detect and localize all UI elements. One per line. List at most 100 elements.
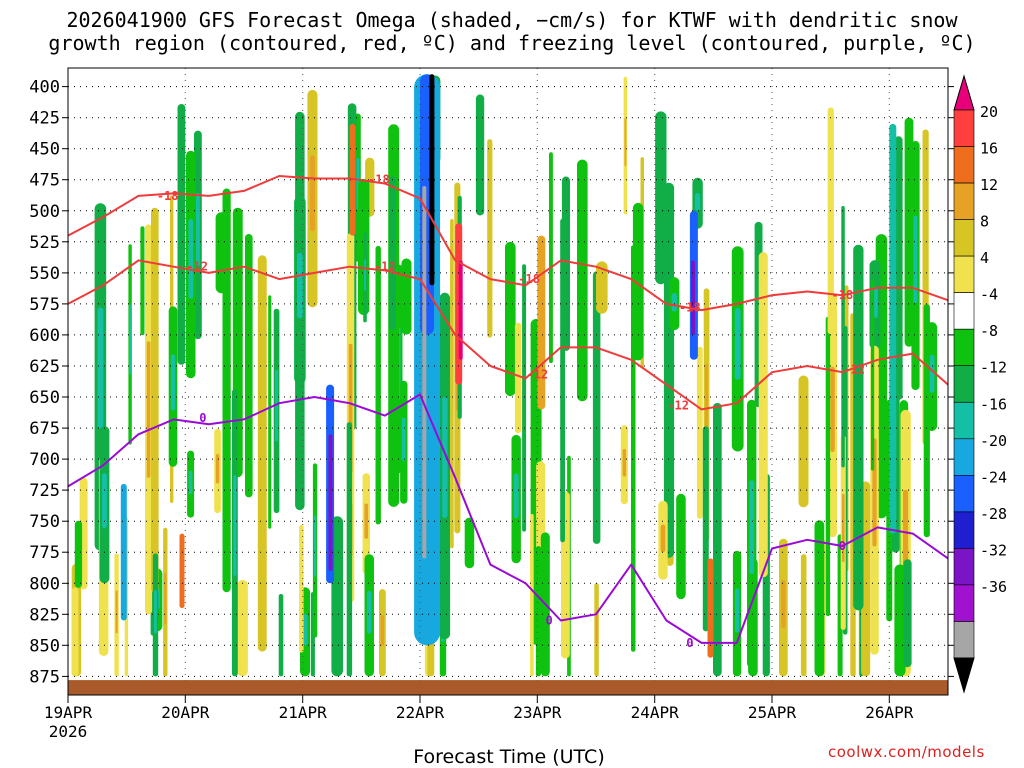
x-tick-label: 22APR (396, 703, 445, 722)
omega-cell (522, 264, 527, 532)
x-tick-label: 24APR (631, 703, 680, 722)
omega-core (660, 524, 666, 553)
colorbar-label: 12 (980, 176, 998, 194)
omega-core (154, 590, 157, 634)
omega-cell (450, 219, 454, 549)
omega-cell (904, 117, 914, 347)
contour-label: -18 (157, 189, 179, 203)
omega-cell (596, 261, 608, 314)
omega-feature (120, 483, 127, 621)
contour--12 (67, 259, 949, 411)
colorbar-segment (953, 584, 975, 622)
omega-cell (713, 402, 722, 677)
omega-core (366, 590, 372, 634)
omega-cell (655, 111, 667, 285)
colorbar-label: 20 (980, 103, 998, 121)
x-tick-label: 19APR (44, 703, 93, 722)
colorbar-label: -24 (980, 468, 1007, 486)
contour-0 (67, 393, 949, 644)
omega-core (401, 417, 406, 461)
omega-cell (676, 493, 686, 600)
credit-text: coolwx.com/models (828, 743, 985, 761)
colorbar-label: 4 (980, 249, 989, 267)
omega-cell (561, 176, 570, 351)
omega-cell (632, 202, 644, 361)
y-tick-label: 575 (29, 295, 60, 315)
omega-cell (870, 280, 875, 471)
omega-core (513, 473, 519, 519)
omega-cell (71, 587, 79, 677)
y-tick-label: 750 (29, 512, 60, 532)
contour-label: 0 (686, 636, 693, 650)
omega-core (233, 475, 237, 576)
chart-title-line-1: 2026041900 GFS Forecast Omega (shaded, −… (66, 8, 958, 32)
colorbar-label: -36 (980, 578, 1007, 596)
omega-cell (140, 226, 145, 336)
omega-core (695, 193, 701, 211)
omega-cell (475, 94, 485, 216)
omega-cell (299, 524, 304, 653)
omega-core (781, 580, 786, 629)
omega-cell (592, 271, 601, 544)
omega-core (97, 307, 104, 429)
y-tick-label: 500 (29, 202, 60, 222)
y-tick-label: 825 (29, 605, 60, 625)
colorbar-segment (953, 255, 975, 293)
omega-cell (375, 245, 381, 525)
omega-cell (237, 580, 248, 677)
x-year-label: 2026 (49, 722, 88, 741)
terrain-band (68, 680, 948, 695)
omega-core (364, 259, 366, 291)
omega-cell (758, 252, 768, 578)
y-tick-label: 650 (29, 388, 60, 408)
omega-core (297, 252, 303, 319)
contour-labels: -18 -18 -18 -18 -18 -12 -12 -12 -12 -12 0 0 0 0 (157, 173, 865, 650)
x-tick-label: 23APR (513, 703, 562, 722)
omega-cell (800, 554, 807, 677)
omega-feature (179, 533, 185, 609)
omega-cell (514, 322, 522, 434)
colorbar-label: 8 (980, 213, 989, 231)
omega-core (188, 219, 194, 299)
omega-core (734, 307, 741, 380)
colorbar-label: -28 (980, 505, 1007, 523)
colorbar-label: -16 (980, 395, 1007, 413)
colorbar-label: -32 (980, 541, 1007, 559)
omega-cell (464, 517, 475, 569)
omega-cell (257, 255, 267, 652)
omega-core (146, 341, 151, 478)
contour-label: -12 (374, 260, 396, 274)
y-tick-label: 600 (29, 326, 60, 346)
omega-cell (487, 139, 493, 338)
colorbar: 20 16 12 8 4 -4 -8 -12 -16 -20 -24 -28 -32 -36 (953, 74, 1007, 694)
omega-feature (691, 260, 695, 335)
omega-core (215, 454, 220, 484)
contour-label: -18 (518, 272, 540, 286)
omega-cell (894, 564, 906, 677)
contour-label: 0 (839, 539, 846, 553)
omega-core (929, 354, 935, 393)
plot-frame (67, 67, 949, 696)
omega-cell (401, 258, 412, 335)
omega-core (170, 354, 176, 411)
omega-feature (422, 186, 427, 559)
omega-cell (702, 426, 709, 632)
omega-cell (346, 422, 353, 677)
colorbar-segment (953, 438, 975, 476)
contour-label: -12 (186, 260, 208, 274)
omega-core (624, 118, 627, 167)
omega-cell (814, 520, 825, 677)
colorbar-segment (953, 511, 975, 549)
chart-title-line-2: growth region (contoured, red, ºC) and f… (48, 31, 976, 55)
omega-cell (278, 594, 284, 677)
omega-core (302, 614, 308, 646)
x-axis-title: Forecast Time (UTC) (413, 746, 605, 768)
omega-feature (889, 123, 897, 534)
omega-cell (215, 212, 228, 294)
omega-core (364, 503, 369, 539)
colorbar-segment (953, 548, 975, 586)
omega-core (115, 590, 118, 634)
omega-cell (663, 182, 675, 558)
omega-core (830, 366, 835, 452)
colorbar-segment (953, 621, 975, 659)
